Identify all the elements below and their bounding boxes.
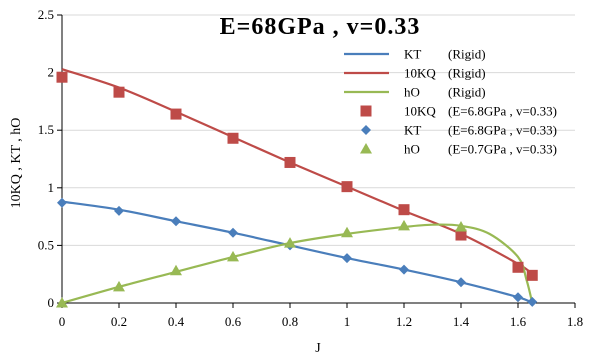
data-point: [456, 277, 466, 288]
x-tick-label: 1: [344, 314, 351, 329]
data-point: [57, 197, 67, 208]
data-point: [512, 261, 524, 273]
x-tick-label: 0.4: [168, 314, 185, 329]
y-tick-label: 0: [48, 295, 55, 310]
data-point: [228, 227, 238, 238]
data-point: [398, 204, 410, 216]
data-point: [56, 71, 68, 83]
legend-label-detail: (E=6.8GPa , v=0.33): [448, 123, 557, 138]
legend-label: 10KQ: [404, 104, 436, 119]
data-point: [284, 237, 296, 248]
data-point: [398, 219, 410, 231]
x-tick-label: 0: [59, 314, 66, 329]
legend-swatch: [360, 105, 372, 117]
legend-item: 10KQ (E=6.8GPa , v=0.33): [360, 104, 557, 119]
data-point: [341, 181, 353, 193]
y-tick-label: 2.5: [38, 7, 54, 22]
series-group: [56, 68, 538, 308]
legend-swatch: [360, 143, 372, 154]
series-0: [61, 200, 533, 305]
x-axis-title: J: [315, 341, 321, 356]
y-tick-label: 2: [48, 65, 55, 80]
series-5: [56, 219, 467, 308]
data-point: [114, 205, 124, 216]
grid-lines: [62, 14, 575, 246]
legend-label: hO: [404, 85, 420, 100]
chart-title: E=68GPa , v=0.33: [220, 14, 421, 40]
y-axis-title: 10KQ , KT , hO: [9, 118, 24, 209]
x-tick-label: 0.6: [225, 314, 242, 329]
data-point: [341, 226, 353, 238]
legend-label: hO: [404, 142, 420, 157]
y-tick-label: 1: [48, 180, 55, 195]
legend-label-detail: (E=6.8GPa , v=0.33): [448, 104, 557, 119]
data-point: [171, 216, 181, 227]
legend-swatch: [361, 125, 371, 135]
legend-label: 10KQ: [404, 66, 436, 81]
x-tick-label: 0.8: [282, 314, 298, 329]
legend-label: KT: [404, 123, 421, 138]
legend-label-detail: (Rigid): [448, 47, 486, 62]
x-tick-label: 1.4: [453, 314, 470, 329]
legend-label-detail: (Rigid): [448, 66, 486, 81]
data-point: [227, 250, 239, 262]
x-tick-label: 0.2: [111, 314, 127, 329]
data-point: [113, 280, 125, 292]
data-point: [170, 108, 182, 120]
axes: 0 0.5 1 1.5 2 2.5 0 0.2 0.4 0.6 0.8 1 1.2 1.4 1.6 1.8: [38, 7, 583, 329]
data-point: [56, 297, 68, 308]
series-line: [61, 68, 533, 276]
legend: KT (Rigid) 10KQ (Rigid) hO (Rigid) 10KQ (E=6.8G…: [344, 47, 557, 157]
data-point: [342, 253, 352, 264]
data-point: [455, 229, 467, 241]
legend-item: 10KQ (Rigid): [344, 66, 486, 81]
series-4: [57, 197, 538, 307]
legend-item: hO (E=0.7GPa , v=0.33): [360, 142, 557, 157]
x-tick-label: 1.8: [567, 314, 583, 329]
data-point: [113, 86, 125, 98]
series-3: [56, 71, 538, 281]
data-point: [527, 296, 538, 307]
data-point: [227, 132, 239, 144]
data-point: [284, 156, 296, 168]
data-point: [526, 269, 538, 281]
legend-item: KT (E=6.8GPa , v=0.33): [361, 123, 557, 138]
x-tick-label: 1.2: [396, 314, 412, 329]
series-1: [61, 68, 533, 276]
data-point: [455, 220, 467, 232]
legend-item: hO (Rigid): [344, 85, 486, 100]
legend-label-detail: (Rigid): [448, 85, 486, 100]
y-tick-label: 0.5: [38, 237, 54, 252]
legend-item: KT (Rigid): [344, 47, 486, 62]
series-line: [61, 200, 533, 305]
data-point: [399, 264, 409, 275]
data-point: [513, 292, 523, 303]
x-tick-label: 1.6: [510, 314, 527, 329]
data-point: [170, 264, 182, 276]
y-tick-label: 1.5: [38, 122, 54, 137]
legend-label: KT: [404, 47, 421, 62]
legend-label-detail: (E=0.7GPa , v=0.33): [448, 142, 557, 157]
